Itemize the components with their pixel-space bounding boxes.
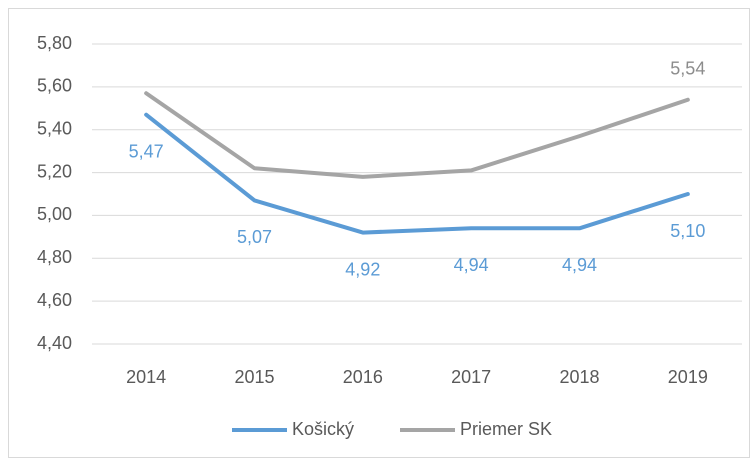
data-label: 4,94 <box>454 255 489 275</box>
data-label: 4,92 <box>345 259 380 279</box>
series-line <box>144 91 690 179</box>
y-tick-label: 5,00 <box>37 204 72 224</box>
data-label: 5,10 <box>670 221 705 241</box>
y-tick-label: 5,40 <box>37 118 72 138</box>
x-tick-label: 2019 <box>668 367 708 387</box>
legend-label: Priemer SK <box>460 419 552 439</box>
series-line <box>144 112 690 235</box>
y-tick-label: 4,60 <box>37 290 72 310</box>
data-label: 5,54 <box>670 58 705 78</box>
data-label: 5,07 <box>237 227 272 247</box>
y-tick-label: 5,20 <box>37 161 72 181</box>
data-label: 4,94 <box>562 255 597 275</box>
legend-label: Košický <box>292 419 354 439</box>
y-tick-label: 4,40 <box>37 333 72 353</box>
y-tick-label: 5,80 <box>37 33 72 53</box>
x-tick-label: 2015 <box>234 367 274 387</box>
x-tick-label: 2014 <box>126 367 166 387</box>
x-tick-label: 2017 <box>451 367 491 387</box>
y-tick-label: 5,60 <box>37 76 72 96</box>
y-tick-label: 4,80 <box>37 247 72 267</box>
x-tick-label: 2016 <box>343 367 383 387</box>
x-tick-label: 2018 <box>559 367 599 387</box>
data-label: 5,47 <box>129 141 164 161</box>
